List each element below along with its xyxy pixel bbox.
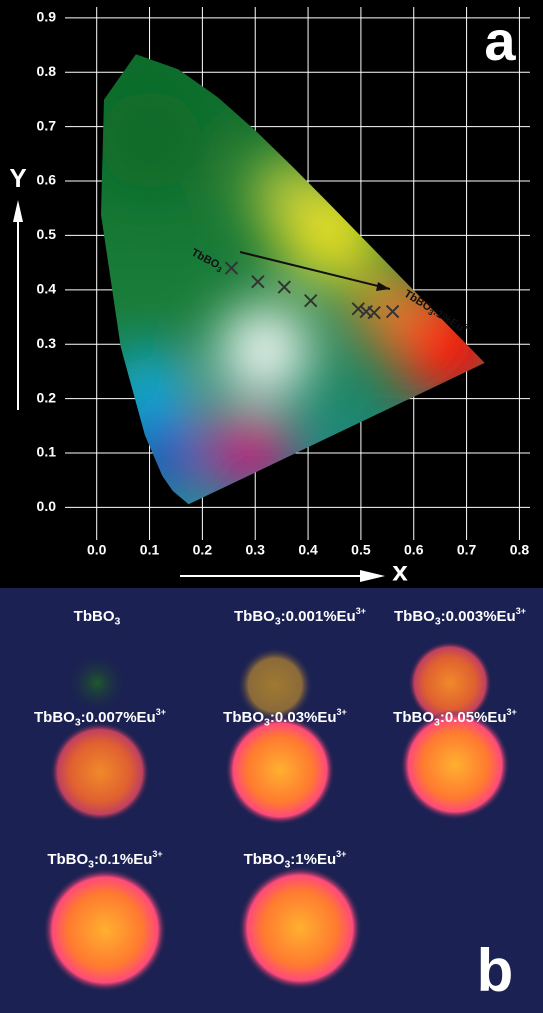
y-tick-label: 0.9 — [37, 9, 57, 25]
label-part: 3+ — [356, 606, 366, 616]
label: TbBO3 — [74, 608, 121, 627]
label: TbBO3:0.003%Eu3+ — [394, 606, 526, 627]
x-tick-label: 0.2 — [193, 542, 213, 558]
label-part: :0.007%Eu — [81, 709, 156, 726]
label-part: 3+ — [152, 849, 162, 859]
x-tick-label: 0.0 — [87, 542, 107, 558]
y-axis-label: Y — [9, 163, 26, 193]
label-part: TbBO — [394, 608, 435, 625]
label: TbBO3:0.03%Eu3+ — [223, 707, 347, 728]
x-tick-label: 0.8 — [510, 542, 530, 558]
panel-label: a — [484, 9, 516, 72]
label-part: TbBO — [223, 709, 264, 726]
y-tick-label: 0.0 — [37, 498, 57, 514]
label-part: TbBO — [74, 608, 115, 625]
label-part: 3+ — [507, 707, 517, 717]
label-part: :0.003%Eu — [441, 608, 516, 625]
label-part: TbBO — [244, 851, 285, 868]
label-part: :0.001%Eu — [281, 608, 356, 625]
y-tick-label: 0.5 — [37, 226, 57, 242]
label-part: :0.03%Eu — [270, 709, 337, 726]
label-part: 3+ — [516, 606, 526, 616]
label: TbBO3:0.1%Eu3+ — [47, 849, 162, 870]
label-part: 3+ — [336, 849, 346, 859]
x-tick-label: 0.6 — [404, 542, 424, 558]
label: TbBO3:1%Eu3+ — [244, 849, 347, 870]
page: {"chart_data": {"type": "scatter", "pane… — [0, 0, 543, 1013]
label-part: :0.05%Eu — [440, 709, 507, 726]
figure: Y x a b 0.0 0.1 0.2 0.3 0.4 0.5 0.6 0.7 0.8 0.0 0.… — [0, 0, 543, 1013]
panel-label: b — [477, 937, 514, 1004]
y-tick-label: 0.2 — [37, 389, 57, 405]
label-part: 3+ — [156, 707, 166, 717]
x-tick-label: 0.4 — [298, 542, 318, 558]
label-part: TbBO — [234, 608, 275, 625]
label-part: 3 — [114, 615, 120, 627]
label: TbBO3:0.007%Eu3+ — [34, 707, 166, 728]
label-part: :0.1%Eu — [94, 851, 152, 868]
x-tick-label: 0.3 — [245, 542, 265, 558]
x-tick-label: 0.7 — [457, 542, 477, 558]
label-part: TbBO — [34, 709, 75, 726]
y-tick-label: 0.4 — [37, 281, 57, 297]
label: TbBO3:0.001%Eu3+ — [234, 606, 366, 627]
label-part: TbBO — [393, 709, 434, 726]
y-tick-label: 0.7 — [37, 117, 57, 133]
x-axis-label: x — [392, 555, 408, 586]
label-part: 3+ — [337, 707, 347, 717]
x-tick-label: 0.5 — [351, 542, 371, 558]
y-tick-label: 0.8 — [37, 63, 57, 79]
label-part: TbBO — [47, 851, 88, 868]
y-tick-label: 0.6 — [37, 172, 57, 188]
x-tick-label: 0.1 — [140, 542, 160, 558]
label-part: :1%Eu — [290, 851, 336, 868]
y-tick-label: 0.3 — [37, 335, 57, 351]
y-tick-label: 0.1 — [37, 444, 57, 460]
label: TbBO3:0.05%Eu3+ — [393, 707, 517, 728]
